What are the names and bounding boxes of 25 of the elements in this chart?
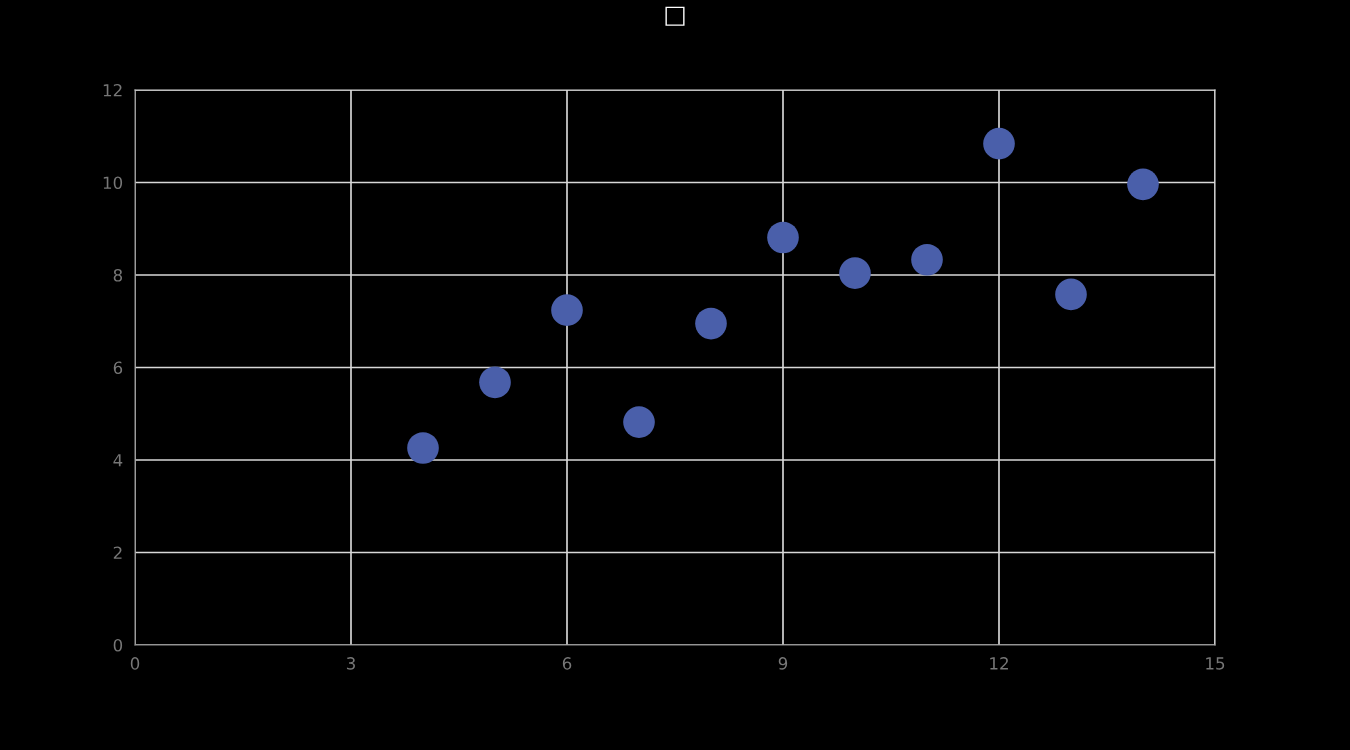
x-tick-label: 15: [1206, 657, 1225, 670]
point: [407, 432, 439, 464]
x-tick-label: 12: [990, 657, 1008, 670]
point: [695, 307, 727, 340]
x-tick-label: 6: [562, 657, 572, 670]
point: [479, 366, 511, 399]
point: [1055, 278, 1087, 311]
y-tick-label: 10: [103, 176, 123, 190]
point: [551, 294, 583, 326]
x-tick-label: 9: [778, 657, 788, 670]
chart-title: □: [665, 6, 685, 26]
y-tick-label: 6: [113, 361, 123, 375]
point: [623, 406, 655, 438]
point: [767, 221, 799, 254]
y-tick-label: 4: [113, 454, 123, 467]
y-tick-label: 2: [113, 546, 122, 559]
y-tick-label: 12: [103, 83, 122, 97]
point: [1127, 168, 1159, 201]
point: [983, 127, 1015, 160]
y-tick-label: 0: [113, 638, 123, 652]
point: [839, 257, 871, 289]
point: [911, 243, 943, 276]
y-tick-label: 8: [113, 268, 123, 282]
x-tick-label: 3: [346, 657, 355, 670]
x-tick-label: 0: [130, 657, 140, 670]
